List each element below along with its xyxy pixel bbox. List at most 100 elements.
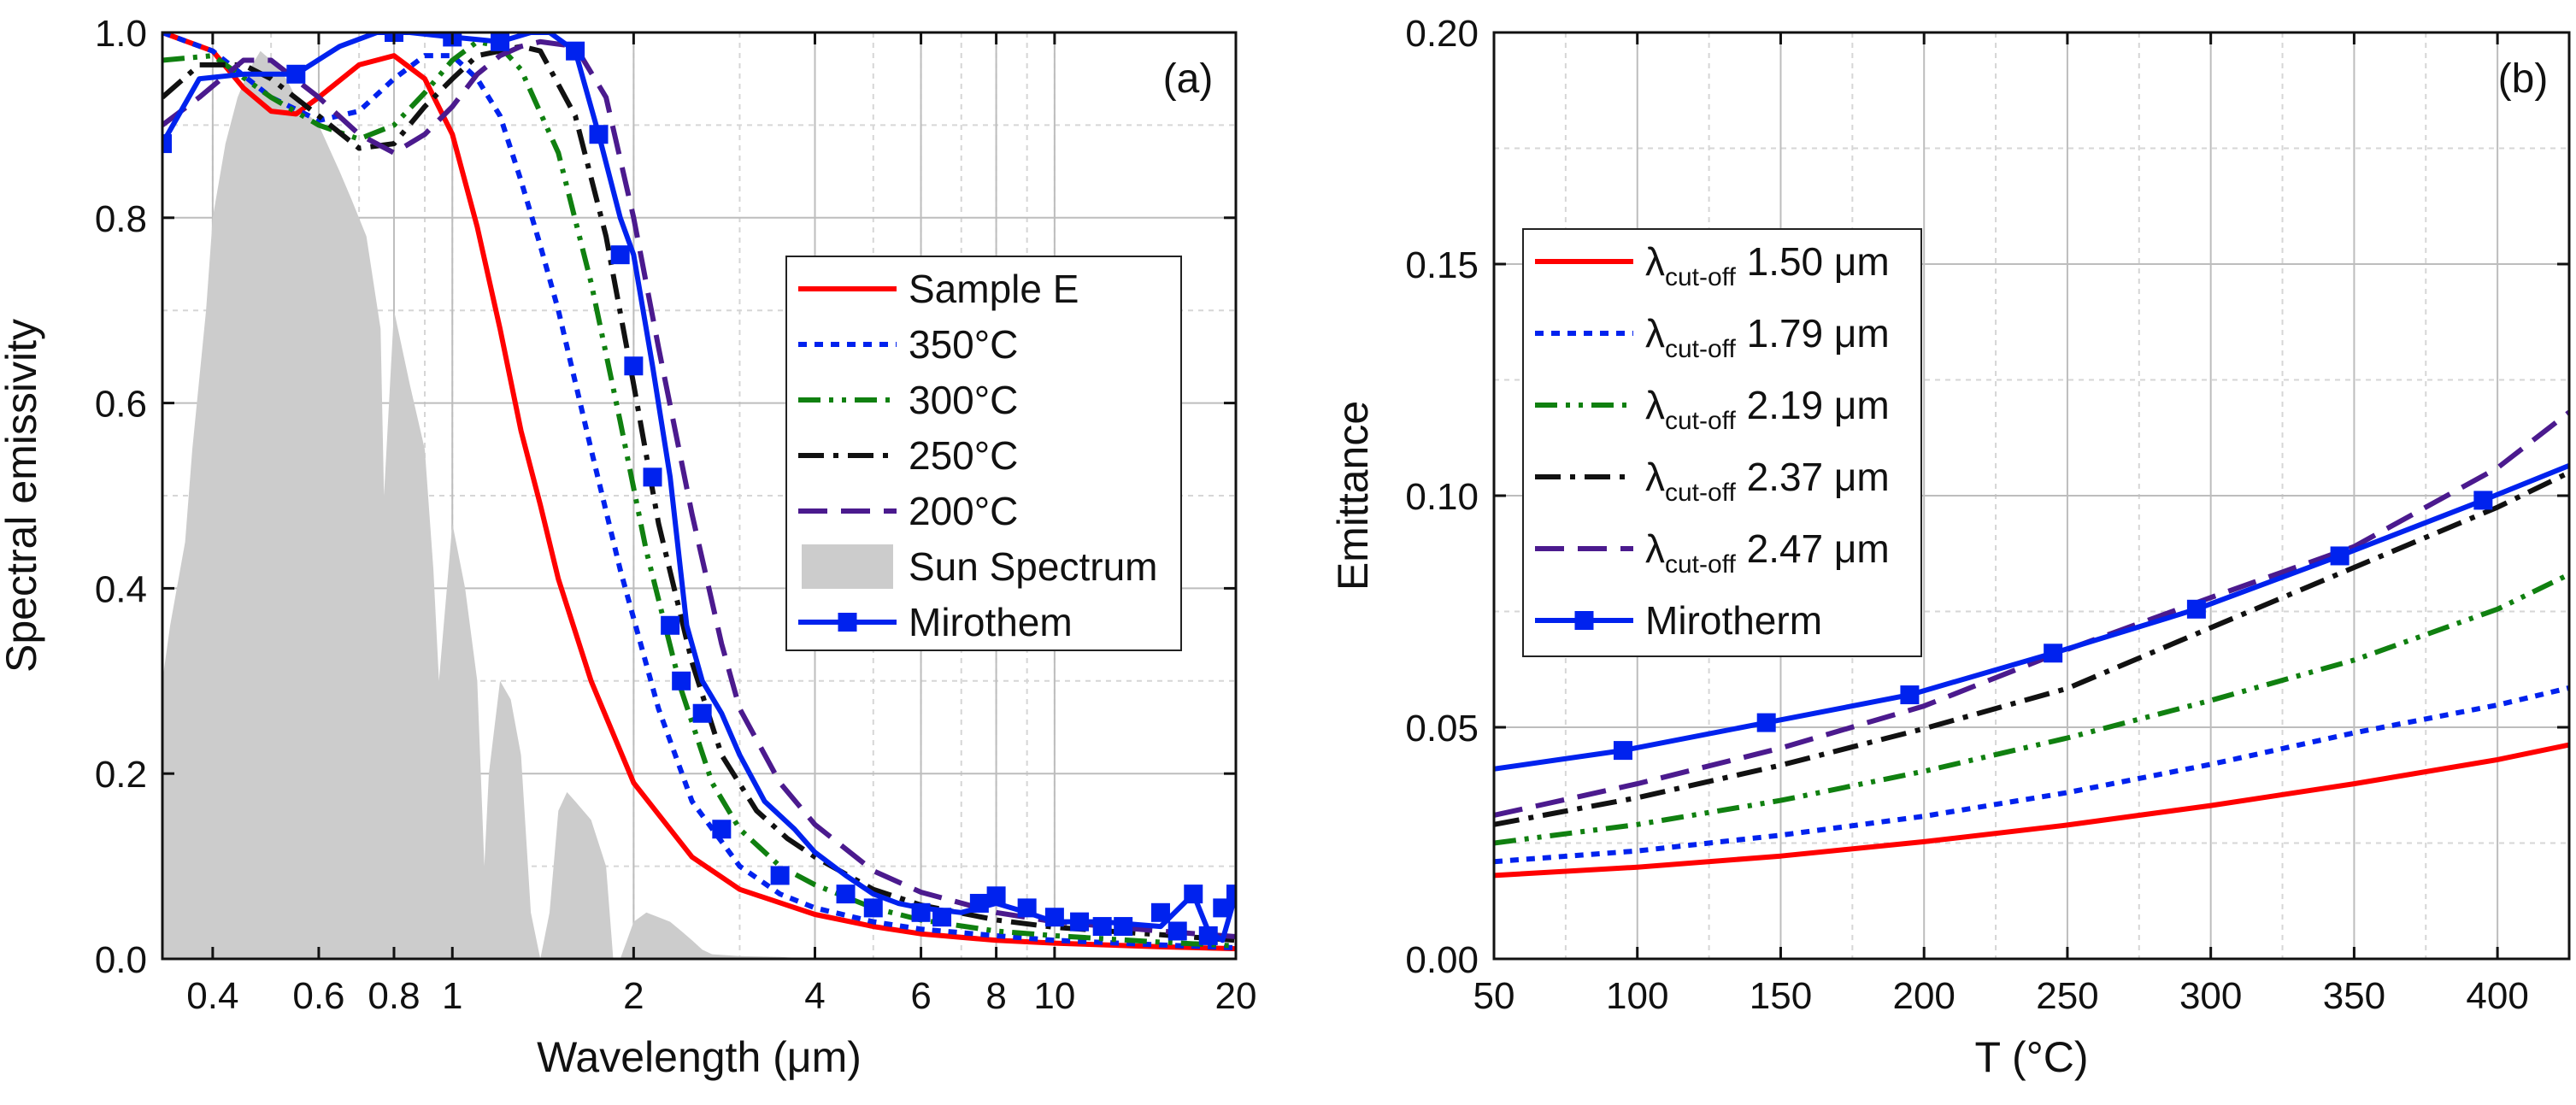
series-marker bbox=[1114, 917, 1133, 937]
y-tick-label: 0.0 bbox=[95, 939, 147, 981]
panel-tag: (a) bbox=[1163, 56, 1214, 102]
series-marker bbox=[770, 866, 790, 885]
series-marker bbox=[643, 467, 662, 487]
series-marker bbox=[2044, 644, 2063, 663]
series-line-0 bbox=[162, 32, 1236, 952]
y-tick-label: 0.6 bbox=[95, 384, 147, 426]
y-tick-label: 0.05 bbox=[1405, 708, 1479, 749]
series-marker bbox=[566, 41, 585, 61]
series-marker bbox=[661, 615, 680, 635]
x-tick-label: 50 bbox=[1473, 975, 1515, 1017]
x-tick-label: 10 bbox=[1033, 975, 1075, 1017]
series-line-3 bbox=[1494, 470, 2569, 827]
series-marker bbox=[1167, 921, 1187, 941]
x-tick-label: 300 bbox=[2179, 975, 2242, 1017]
series-marker bbox=[2186, 599, 2206, 619]
series-marker bbox=[1756, 713, 1776, 732]
series-marker bbox=[1092, 917, 1112, 937]
y-axis-label: Spectral emissivity bbox=[0, 319, 45, 673]
series-marker bbox=[1184, 885, 1203, 904]
series-marker bbox=[911, 902, 931, 922]
y-tick-label: 0.00 bbox=[1405, 939, 1479, 981]
legend-label: Mirothem bbox=[909, 600, 1073, 644]
x-tick-label: 350 bbox=[2323, 975, 2385, 1017]
y-tick-label: 0.2 bbox=[95, 754, 147, 796]
plot-area bbox=[162, 32, 1236, 959]
x-tick-label: 0.6 bbox=[292, 975, 344, 1017]
legend-swatch-area bbox=[802, 544, 893, 589]
series-marker bbox=[986, 886, 1006, 906]
y-tick-label: 0.10 bbox=[1405, 476, 1479, 518]
series-marker bbox=[836, 885, 856, 904]
panel-tag: (b) bbox=[2498, 56, 2549, 102]
x-axis-label: T (°C) bbox=[1975, 1033, 2089, 1081]
series-marker bbox=[863, 898, 883, 918]
legend-swatch-marker bbox=[838, 613, 857, 632]
series-marker bbox=[624, 356, 644, 376]
x-tick-label: 100 bbox=[1606, 975, 1668, 1017]
series-marker bbox=[1017, 898, 1037, 918]
sun-spectrum-area bbox=[162, 50, 815, 959]
series-marker bbox=[712, 820, 732, 839]
x-tick-label: 150 bbox=[1750, 975, 1812, 1017]
legend-label: λcut-off 2.47 μm bbox=[1645, 526, 1890, 579]
x-tick-label: 400 bbox=[2466, 975, 2528, 1017]
series-line-3 bbox=[162, 44, 1236, 943]
legend: λcut-off 1.50 μm λcut-off 1.79 μm λcut-off… bbox=[1522, 228, 1922, 657]
legend-label: λcut-off 1.50 μm bbox=[1645, 239, 1890, 291]
legend-box bbox=[1522, 228, 1922, 657]
series-marker bbox=[610, 245, 630, 265]
y-tick-label: 0.4 bbox=[95, 568, 147, 610]
legend-label: 300°C bbox=[909, 378, 1018, 422]
x-tick-label: 20 bbox=[1215, 975, 1257, 1017]
series-marker bbox=[2330, 546, 2350, 566]
series-marker bbox=[969, 893, 989, 913]
series-marker bbox=[491, 32, 510, 51]
plot-area bbox=[1494, 410, 2569, 879]
series-marker bbox=[286, 64, 306, 84]
panel-a-emissivity-chart: 0.4 0.6 0.8 1 2 4 6 8 10 20 0.0 0.2 0.4 0.6 0.8 1.0 Wave… bbox=[0, 13, 1256, 1081]
series-marker bbox=[932, 908, 952, 927]
y-axis-label: Emittance bbox=[1329, 401, 1377, 591]
series-marker bbox=[1070, 912, 1090, 932]
series-line-4 bbox=[1494, 410, 2569, 818]
panel-b-emittance-chart: 50 100 150 200 250 300 350 400 0.00 0.05 0.10 0.15 0… bbox=[1329, 13, 2571, 1081]
series-line-1 bbox=[162, 32, 1236, 950]
series-marker bbox=[1198, 926, 1218, 945]
legend-label: λcut-off 1.79 μm bbox=[1645, 311, 1890, 363]
legend-label: 200°C bbox=[909, 489, 1018, 533]
series-marker bbox=[1044, 908, 1064, 927]
legend-label: λcut-off 2.19 μm bbox=[1645, 383, 1890, 435]
legend-swatch-marker bbox=[1574, 611, 1594, 630]
series-line-4 bbox=[162, 38, 1236, 939]
x-tick-label: 0.4 bbox=[186, 975, 238, 1017]
series-marker bbox=[692, 703, 712, 723]
x-tick-label: 1 bbox=[442, 975, 462, 1017]
legend-label: Mirotherm bbox=[1645, 598, 1822, 643]
plot-frame bbox=[161, 31, 1238, 961]
series-marker bbox=[589, 125, 609, 144]
x-tick-label: 0.8 bbox=[368, 975, 420, 1017]
y-tick-label: 0.15 bbox=[1405, 244, 1479, 286]
x-tick-label: 4 bbox=[804, 975, 825, 1017]
x-axis-label: Wavelength (μm) bbox=[537, 1033, 862, 1081]
y-tick-label: 0.8 bbox=[95, 198, 147, 240]
series-marker bbox=[672, 671, 691, 691]
series-marker bbox=[162, 134, 172, 154]
series-marker bbox=[2473, 491, 2493, 510]
x-tick-label: 6 bbox=[910, 975, 931, 1017]
series-marker bbox=[1226, 885, 1236, 904]
series-line-0 bbox=[1494, 742, 2569, 879]
y-tick-label: 1.0 bbox=[95, 13, 147, 55]
x-tick-label: 2 bbox=[623, 975, 644, 1017]
y-tick-label: 0.20 bbox=[1405, 13, 1479, 55]
x-tick-label: 250 bbox=[2036, 975, 2098, 1017]
legend-label: 350°C bbox=[909, 322, 1018, 367]
x-tick-label: 200 bbox=[1892, 975, 1955, 1017]
legend-label: λcut-off 2.37 μm bbox=[1645, 455, 1890, 507]
legend: Sample E 350°C 300°C 250°C 200°C Sun Spectrum… bbox=[785, 256, 1182, 651]
legend-label: Sun Spectrum bbox=[909, 544, 1157, 589]
series-marker bbox=[1150, 902, 1170, 922]
series-marker bbox=[1613, 741, 1632, 761]
series-marker bbox=[1900, 685, 1920, 705]
